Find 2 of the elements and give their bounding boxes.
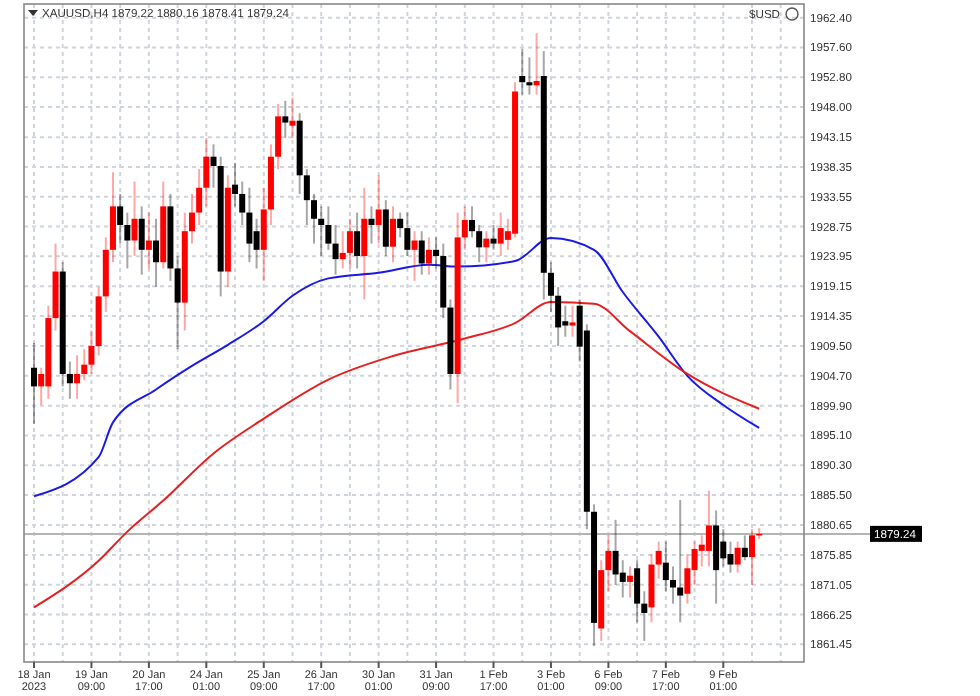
- line-series: [33, 300, 761, 609]
- line-series: [33, 237, 761, 498]
